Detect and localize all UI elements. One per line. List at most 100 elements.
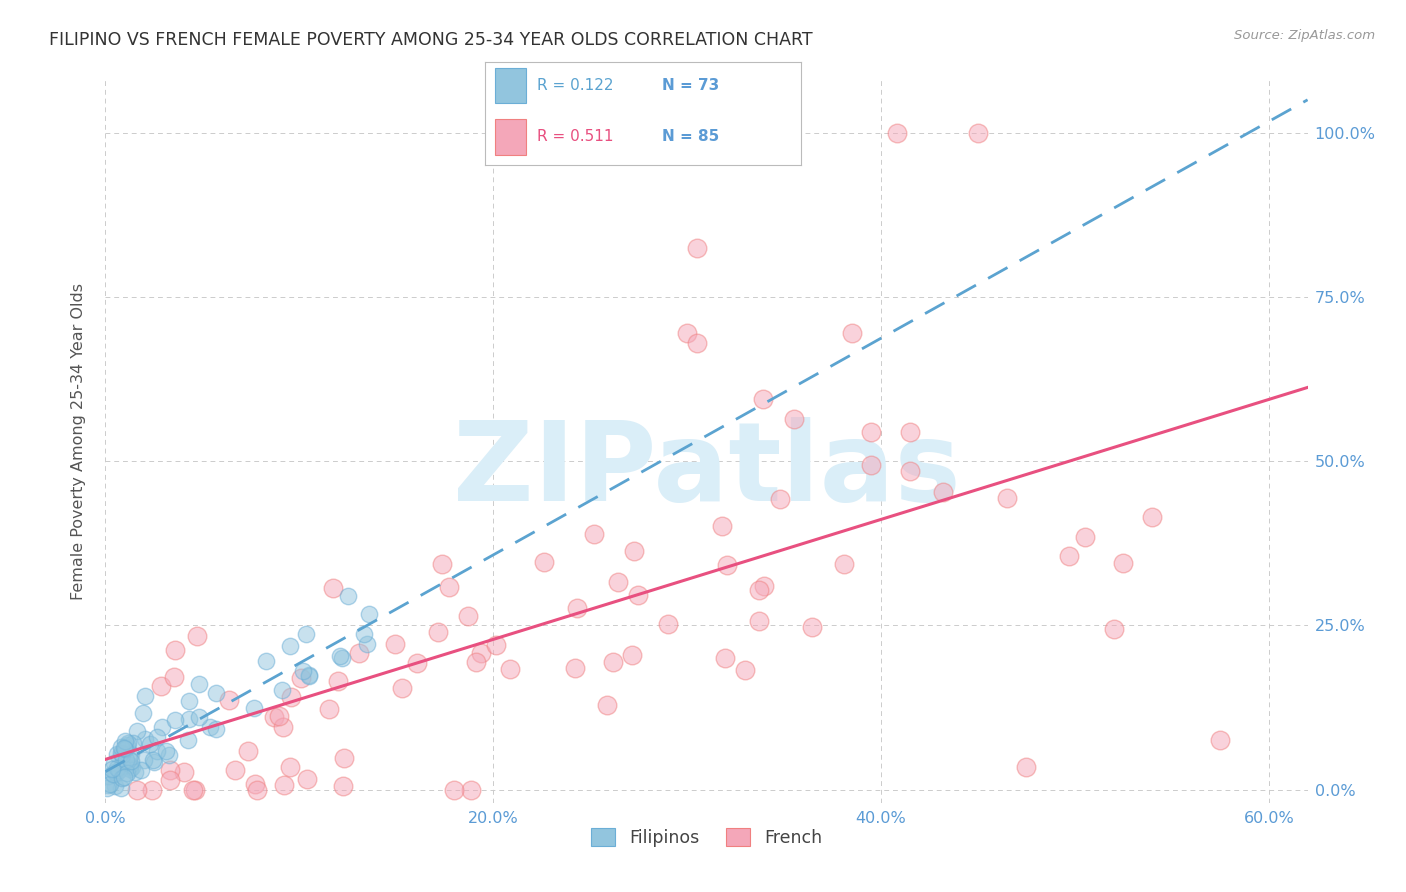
Point — [716, 558, 738, 572]
Point — [118, 763, 141, 777]
Point — [405, 656, 427, 670]
Point — [105, 761, 128, 775]
Point — [97, 769, 120, 783]
Point — [105, 766, 128, 780]
Point — [841, 326, 863, 341]
Text: R = 0.511: R = 0.511 — [537, 129, 614, 145]
Point — [269, 708, 291, 723]
Point — [110, 746, 132, 760]
Point — [711, 519, 734, 533]
Point — [159, 763, 181, 777]
Point — [107, 764, 129, 778]
Point — [163, 713, 186, 727]
Point — [748, 583, 770, 598]
Point — [273, 778, 295, 792]
Point — [564, 661, 586, 675]
Point — [179, 713, 201, 727]
Point — [110, 780, 132, 795]
Point — [1073, 530, 1095, 544]
Point — [117, 736, 139, 750]
Point — [100, 777, 122, 791]
Point — [127, 724, 149, 739]
Point — [145, 744, 167, 758]
Point — [163, 643, 186, 657]
Point — [967, 126, 990, 140]
Point — [332, 779, 354, 793]
Point — [198, 720, 221, 734]
Point — [1057, 549, 1080, 563]
Point — [271, 721, 294, 735]
Point — [1112, 556, 1135, 570]
Point — [620, 648, 643, 663]
Point — [278, 759, 301, 773]
Point — [120, 754, 142, 768]
Point — [218, 692, 240, 706]
Text: Source: ZipAtlas.com: Source: ZipAtlas.com — [1234, 29, 1375, 42]
Point — [465, 655, 488, 669]
Point — [111, 759, 134, 773]
Point — [783, 411, 806, 425]
Point — [111, 748, 134, 763]
Point — [391, 681, 413, 695]
Point — [602, 655, 624, 669]
Point — [110, 739, 132, 754]
Point — [125, 782, 148, 797]
Point — [132, 753, 155, 767]
Bar — [495, 68, 526, 103]
Point — [186, 629, 208, 643]
Point — [734, 663, 756, 677]
Point — [187, 710, 209, 724]
Point — [129, 763, 152, 777]
Point — [686, 241, 709, 255]
Point — [1142, 510, 1164, 524]
Point — [114, 742, 136, 756]
Text: R = 0.122: R = 0.122 — [537, 78, 614, 93]
Point — [347, 646, 370, 660]
Point — [886, 126, 908, 140]
Point — [427, 625, 450, 640]
Point — [583, 527, 606, 541]
Point — [159, 772, 181, 787]
Point — [184, 782, 207, 797]
Point — [246, 782, 269, 797]
Point — [121, 760, 143, 774]
Point — [326, 673, 349, 688]
Point — [356, 637, 378, 651]
Point — [336, 589, 359, 603]
Point — [205, 722, 228, 736]
Text: ZIPatlas: ZIPatlas — [453, 417, 960, 524]
Point — [187, 677, 209, 691]
Point — [430, 557, 453, 571]
Point — [142, 755, 165, 769]
Point — [141, 782, 163, 797]
Point — [97, 778, 120, 792]
Point — [1102, 622, 1125, 636]
Point — [860, 425, 883, 439]
Point — [163, 670, 186, 684]
Point — [177, 732, 200, 747]
Point — [898, 425, 921, 439]
Point — [118, 752, 141, 766]
Bar — [495, 119, 526, 155]
Point — [384, 636, 406, 650]
Point — [290, 671, 312, 685]
Point — [103, 756, 125, 770]
Point — [157, 748, 180, 763]
Point — [769, 491, 792, 506]
Point — [254, 654, 277, 668]
Point — [606, 574, 628, 589]
Point — [596, 698, 619, 712]
Point — [357, 607, 380, 622]
Point — [205, 686, 228, 700]
Point — [298, 667, 321, 681]
Point — [179, 694, 201, 708]
Point — [353, 626, 375, 640]
Point — [623, 544, 645, 558]
Point — [112, 770, 135, 784]
Point — [627, 588, 650, 602]
Point — [238, 744, 260, 758]
Point — [676, 326, 699, 341]
Point — [155, 744, 177, 758]
Point — [437, 580, 460, 594]
Point — [932, 485, 955, 500]
